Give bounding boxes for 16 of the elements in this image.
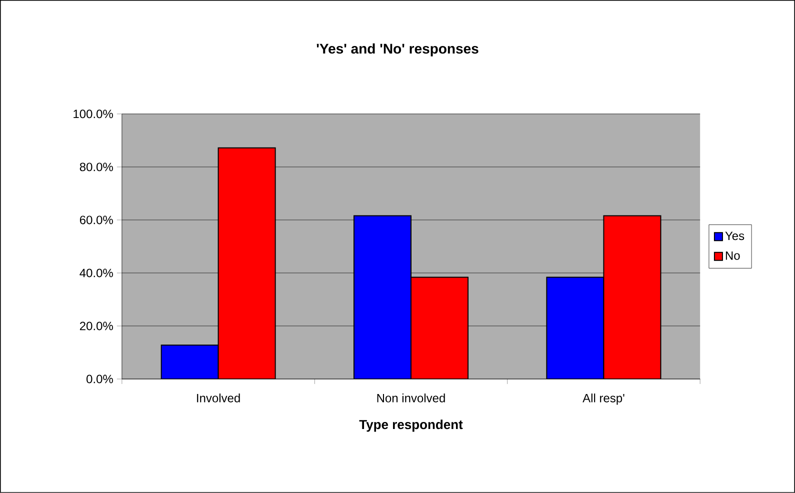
- legend-label: Yes: [725, 232, 744, 240]
- legend-label: No: [726, 252, 740, 260]
- chart-title: 'Yes' and 'No' responses: [316, 43, 478, 56]
- bar: [218, 147, 276, 380]
- x-tick-label: All resp': [582, 394, 624, 405]
- x-tick-label: Involved: [197, 394, 240, 402]
- y-tick-label: 0.0%: [86, 374, 113, 384]
- y-tick-label: 100.0%: [74, 110, 113, 118]
- y-tick-label: 60.0%: [80, 216, 113, 224]
- y-tick-label: 80.0%: [80, 162, 113, 172]
- x-tick-label: Non involved: [377, 394, 445, 402]
- y-tick-label: 40.0%: [80, 268, 113, 278]
- bar: [410, 276, 469, 380]
- x-axis-title: Type respondent: [359, 420, 463, 432]
- bar: [603, 215, 662, 380]
- y-tick-label: 20.0%: [80, 322, 113, 330]
